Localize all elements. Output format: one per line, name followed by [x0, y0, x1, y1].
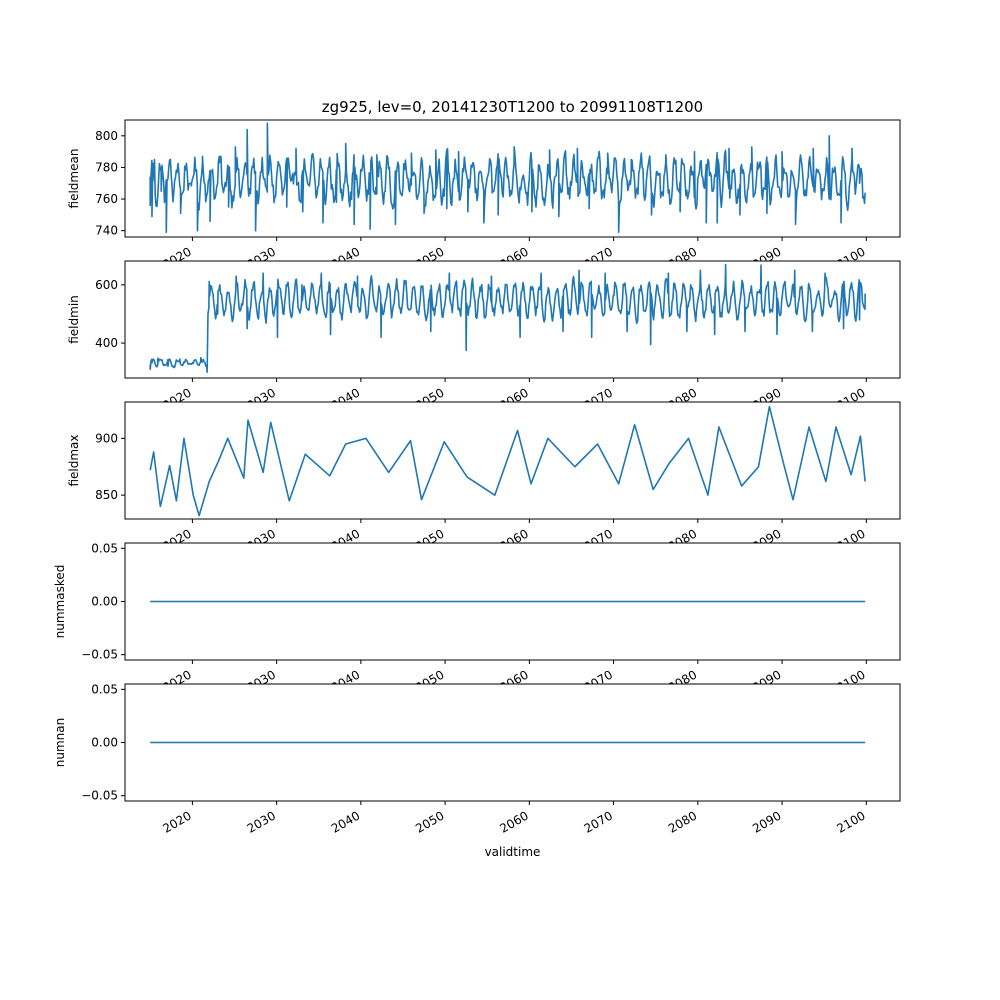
y-tick-label: −0.05 [81, 789, 118, 803]
axes-frame [124, 401, 901, 520]
y-tick-label: 900 [95, 431, 118, 445]
plot-area [125, 261, 900, 378]
y-tick-label: 760 [95, 192, 118, 206]
y-tick-label: 0.05 [91, 541, 118, 555]
y-tick-label: 780 [95, 160, 118, 174]
y-axis-label: fieldmean [67, 149, 81, 209]
y-axis-label: numnan [53, 718, 67, 767]
y-tick-label: 0.05 [91, 682, 118, 696]
y-tick-label: 850 [95, 488, 118, 502]
series-line-fieldmax [149, 405, 866, 517]
y-axis-label: fieldmin [67, 295, 81, 344]
series-line-fieldmean [149, 122, 866, 234]
y-tick-label: 400 [95, 336, 118, 350]
axes-frame [124, 683, 901, 802]
x-axis-label: validtime [485, 845, 541, 859]
axes-frame [124, 119, 901, 238]
y-tick-label: −0.05 [81, 648, 118, 662]
plot-area [125, 402, 900, 519]
y-tick-label: 800 [95, 129, 118, 143]
axes-frame [124, 542, 901, 661]
series-line-fieldmin [149, 263, 866, 373]
y-tick-label: 0.00 [91, 736, 118, 750]
y-axis-label: nummasked [53, 565, 67, 639]
y-axis-label: fieldmax [67, 434, 81, 486]
y-tick-label: 0.00 [91, 595, 118, 609]
figure-title: zg925, lev=0, 20141230T1200 to 20991108T… [322, 98, 703, 116]
axes-frame [124, 260, 901, 379]
y-tick-label: 600 [95, 278, 118, 292]
y-tick-label: 740 [95, 224, 118, 238]
